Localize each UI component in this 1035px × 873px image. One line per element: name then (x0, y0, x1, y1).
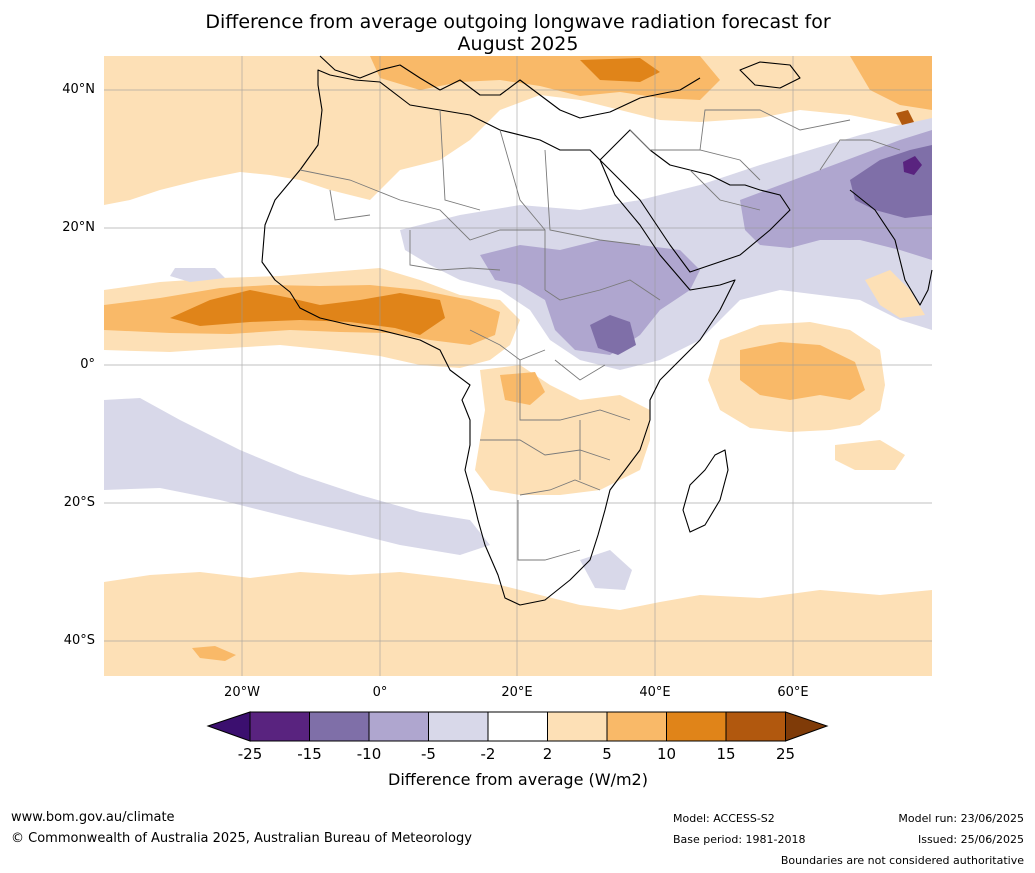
anomaly-region-5to10-indianocean (740, 342, 865, 400)
footer-model-run: Model run: 23/06/2025 (898, 812, 1024, 825)
anomaly-region-10to15-sahel (170, 290, 445, 335)
lon-label-40e: 40°E (639, 685, 671, 700)
map-title-line1: Difference from average outgoing longwav… (205, 11, 831, 33)
lon-label-0: 0° (372, 685, 388, 700)
lat-label-40n: 40°N (62, 82, 95, 97)
colorbar-extend-low (206, 711, 251, 742)
colorbar-label: 5 (602, 745, 612, 763)
colorbar-bin-neg10-neg5 (368, 711, 429, 742)
colorbar-label: -15 (297, 745, 322, 763)
colorbar-bin-5-10 (606, 711, 667, 742)
lat-label-20s: 20°S (63, 495, 95, 510)
lon-label-60e: 60°E (777, 685, 809, 700)
africa-coastline (261, 69, 736, 606)
footer-issued: Issued: 25/06/2025 (917, 833, 1024, 846)
anomaly-region-2to5-indianocean-2 (865, 270, 925, 318)
black-sea-coastline (739, 61, 801, 89)
coastlines (261, 55, 933, 606)
colorbar-bin-neg25-neg15 (249, 711, 310, 742)
footer-copyright: © Commonwealth of Australia 2025, Austra… (11, 831, 472, 846)
anomaly-region-neg5to10-central (480, 240, 700, 355)
anomaly-region-neg2to5-southwest (580, 550, 632, 590)
anomaly-region-neg15to25-india (903, 156, 922, 175)
colorbar-label: -5 (421, 745, 436, 763)
map-title-line2: August 2025 (457, 33, 579, 55)
anomaly-region-2to5-southern (104, 572, 932, 676)
lon-label-20e: 20°E (501, 685, 533, 700)
anomaly-region-5to10-caspian (850, 56, 932, 110)
anomaly-region-2to5-north (104, 56, 932, 205)
lon-label-20w: 20°W (224, 685, 260, 700)
colorbar-bin-15-25 (725, 711, 786, 742)
colorbar-label: 10 (656, 745, 677, 763)
colorbar-label: -2 (480, 745, 496, 763)
anomaly-region-2to5-madagascar-east (835, 440, 905, 470)
lat-label-0: 0° (80, 357, 95, 372)
colorbar-title: Difference from average (W/m2) (388, 770, 648, 789)
colorbar-bin-2-5 (547, 711, 608, 742)
anomaly-region-neg2to5-atlantic (104, 398, 490, 555)
colorbar-bin-neg5-neg2 (428, 711, 489, 742)
anomaly-field (104, 56, 932, 676)
colorbar-label: -10 (356, 745, 382, 763)
anomaly-region-5to10-southern (192, 646, 236, 661)
colorbar (206, 711, 829, 742)
europe-coastline (319, 55, 701, 119)
map-title: Difference from average outgoing longwav… (104, 11, 932, 55)
lat-label-40s: 40°S (63, 633, 95, 648)
country-borders (299, 109, 901, 561)
anomaly-region-15to25-himalaya (896, 110, 914, 125)
lat-label-20n: 20°N (62, 220, 95, 235)
colorbar-bin-neg15-neg10 (309, 711, 370, 742)
madagascar-coastline (682, 449, 729, 533)
anomaly-region-neg2to5-atlantic-2 (170, 268, 225, 282)
colorbar-bin-10-15 (666, 711, 727, 742)
colorbar-label: 15 (716, 745, 736, 763)
footer-disclaimer: Boundaries are not considered authoritat… (780, 854, 1024, 867)
india-coastline (849, 189, 933, 306)
footer-url: www.bom.gov.au/climate (11, 810, 175, 825)
footer-model: Model: ACCESS-S2 (673, 812, 775, 825)
footer-base-period: Base period: 1981-2018 (673, 833, 806, 846)
anomaly-region-5to10-southernafrica (500, 372, 545, 405)
colorbar-bin-neg2-2 (487, 711, 548, 742)
colorbar-extend-high (785, 711, 829, 742)
arabia-coastline (599, 129, 791, 273)
anomaly-region-10to15-mediterranean (580, 58, 660, 82)
colorbar-label: 2 (542, 745, 553, 763)
graticule (104, 56, 932, 676)
anomaly-region-neg10to15-eastafrica (590, 315, 636, 355)
colorbar-label: -25 (237, 745, 263, 763)
colorbar-label: 25 (775, 745, 796, 763)
